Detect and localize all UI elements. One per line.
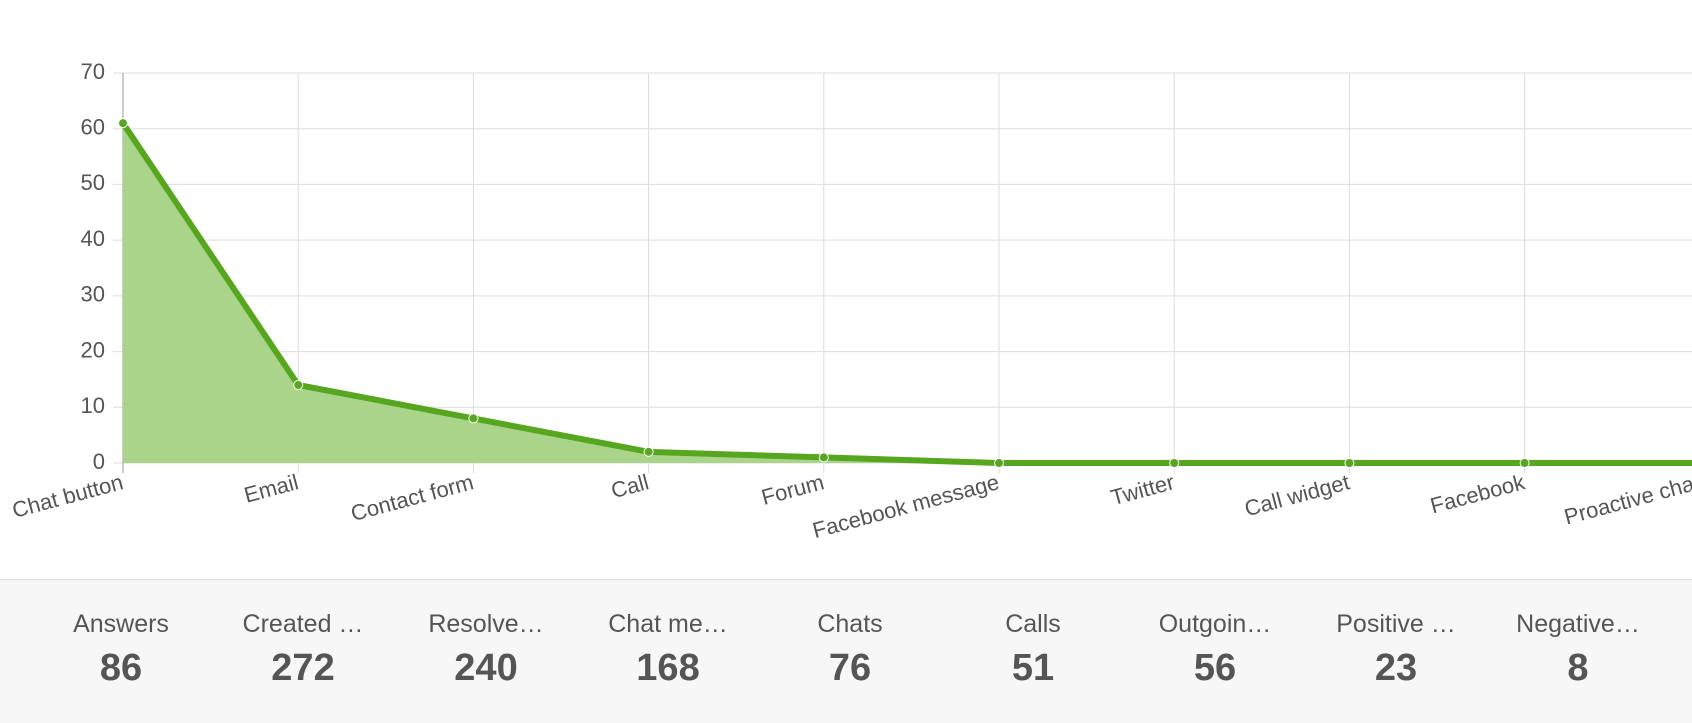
x-tick-label: Twitter	[1108, 469, 1177, 510]
x-tick-label: Call	[608, 469, 651, 503]
point	[1169, 458, 1180, 468]
point	[293, 380, 304, 390]
x-tick-label: Forum	[759, 469, 827, 510]
x-tick-label: Facebook message	[810, 469, 1002, 543]
stat: Calls 51	[948, 610, 1118, 690]
stat-label: Calls	[1005, 610, 1061, 638]
stat: Negative… 8	[1493, 610, 1663, 690]
stat: Positive … 23	[1311, 610, 1481, 690]
stat-label: Positive …	[1336, 610, 1456, 638]
x-tick-label: Facebook	[1428, 469, 1529, 518]
point	[818, 452, 829, 463]
stat: Created … 272	[218, 610, 388, 690]
stat-value: 56	[1193, 647, 1237, 689]
x-tick-label: Chat button	[9, 469, 125, 523]
stats-bar: Answers 86 Created … 272 Resolve… 240 Chat me……	[0, 579, 1692, 723]
y-tick-label: 20	[81, 337, 105, 362]
stat-value: 272	[271, 647, 335, 689]
stat: Chats 76	[765, 610, 935, 690]
stat-value: 23	[1374, 647, 1418, 689]
y-tick-label: 40	[81, 226, 105, 251]
stat-label: Answers	[73, 610, 169, 638]
stat-value: 168	[636, 647, 700, 689]
chart: 0 10 20 30 40 50 60 70 Chat button Email Contact f…	[9, 59, 1692, 543]
area	[123, 123, 1692, 463]
point	[1519, 458, 1530, 468]
stat: Chat me… 168	[583, 610, 753, 690]
y-tick-label: 30	[81, 282, 105, 307]
stat-value: 76	[828, 647, 872, 689]
stat-label: Chats	[817, 610, 883, 638]
stat-value: 86	[99, 647, 143, 689]
stat: Answers 86	[36, 610, 206, 690]
x-tick-label: Contact form	[348, 469, 476, 526]
y-tick-label: 10	[81, 393, 105, 418]
stat-value: 240	[454, 647, 518, 689]
stat: Resolve… 240	[401, 610, 571, 690]
y-tick-label: 50	[81, 170, 105, 195]
stat-label: Chat me…	[608, 610, 728, 638]
point	[994, 458, 1004, 468]
stat-label: Created …	[242, 610, 364, 638]
y-tick-label: 0	[93, 449, 105, 474]
line	[120, 121, 1692, 466]
stat-label: Negative…	[1516, 610, 1640, 638]
point	[1344, 458, 1355, 468]
x-tick-label: Call widget	[1242, 469, 1352, 521]
point	[118, 118, 128, 129]
x-tick-label: Proactive chat	[1561, 469, 1692, 529]
y-tick-label: 70	[81, 59, 105, 84]
stat-value: 8	[1567, 647, 1589, 689]
stat-label: Outgoin…	[1158, 610, 1272, 638]
stat-value: 51	[1011, 647, 1055, 689]
x-tick-label: Email	[241, 469, 301, 507]
point	[643, 446, 654, 457]
stat: Outgoin… 56	[1130, 610, 1300, 690]
stat-label: Resolve…	[428, 610, 544, 638]
y-tick-label: 60	[81, 115, 105, 140]
point	[468, 413, 479, 424]
